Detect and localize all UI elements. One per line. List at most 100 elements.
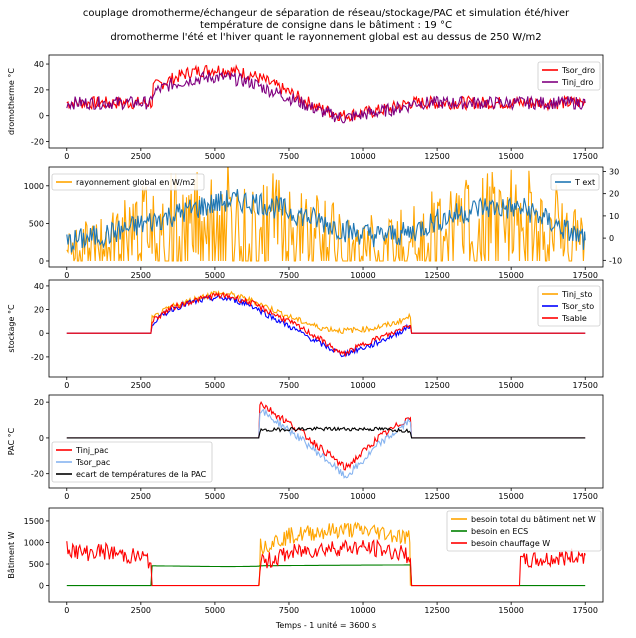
y-axis-label: PAC °C xyxy=(7,427,16,455)
series-line-1-2 xyxy=(66,70,586,124)
axes-frame-4 xyxy=(48,394,604,489)
legend-entry: Tsable xyxy=(561,314,587,323)
series-line-2-2 xyxy=(66,189,586,253)
plot-area-2 xyxy=(66,167,586,262)
series-line-5-1 xyxy=(258,521,411,586)
x-tick-label: 2500 xyxy=(131,271,151,280)
y-tick-label: 1500 xyxy=(24,517,44,526)
legend-entry: besoin en ECS xyxy=(471,527,528,536)
x-tick-label: 15000 xyxy=(498,606,523,615)
series-line-3-1 xyxy=(66,290,586,334)
legend-entry: besoin total du bâtiment net W xyxy=(471,515,596,524)
axes-frame-2 xyxy=(48,166,604,268)
x-tick-label: 15000 xyxy=(498,381,523,390)
x-tick-label: 0 xyxy=(64,606,69,615)
y-tick-label: 0 xyxy=(39,257,44,266)
y-tick-label: 0 xyxy=(39,329,44,338)
y-right-tick-label: -10 xyxy=(609,256,622,265)
plot-area-4 xyxy=(66,400,586,479)
y-axis-label: Bâtiment W xyxy=(7,531,16,578)
x-tick-label: 7500 xyxy=(279,381,299,390)
legend-entry: Tinj_pac xyxy=(75,446,109,455)
panel-4: 0 2500 5000 7500 10000 12500 15000 17500 -20 0 20 P… xyxy=(7,394,604,501)
y-tick-label: 40 xyxy=(34,282,44,291)
legend-box xyxy=(537,285,601,327)
x-tick-label: 15000 xyxy=(498,152,523,161)
series-line-1-1 xyxy=(66,64,586,122)
series-line-3-3 xyxy=(66,292,586,358)
x-tick-label: 0 xyxy=(64,381,69,390)
panel-5: 0 2500 5000 7500 10000 12500 15000 17500 0 500 100… xyxy=(7,507,604,615)
legend-entry: Tinj_sto xyxy=(561,290,592,299)
x-tick-label: 2500 xyxy=(131,152,151,161)
legend-2-left: rayonnement global en W/m2 xyxy=(51,173,205,191)
y-tick-label: -20 xyxy=(31,138,44,147)
x-tick-label: 5000 xyxy=(205,381,225,390)
legend-entry: Tsor_sto xyxy=(561,302,594,311)
x-tick-label: 5000 xyxy=(205,152,225,161)
axes-frame-3 xyxy=(48,279,604,378)
series-line-3-2 xyxy=(66,294,586,358)
x-tick-label: 12500 xyxy=(424,271,449,280)
x-tick-label: 5000 xyxy=(205,271,225,280)
x-tick-label: 10000 xyxy=(350,606,375,615)
legend-entry: Tsor_pac xyxy=(75,458,110,467)
axes-frame-5 xyxy=(48,507,604,603)
legend-entry: Tsor_dro xyxy=(561,66,595,75)
y-tick-label: 500 xyxy=(29,219,44,228)
y-tick-label: 20 xyxy=(34,86,44,95)
legend-entry: ecart de températures de la PAC xyxy=(76,469,207,479)
legend-entry: rayonnement global en W/m2 xyxy=(76,178,195,187)
panel-1: 0 2500 5000 7500 10000 12500 15000 17500 -20 0 20 4… xyxy=(7,54,604,161)
x-tick-label: 5000 xyxy=(205,606,225,615)
x-tick-label: 10000 xyxy=(350,271,375,280)
x-tick-label: 17500 xyxy=(572,606,597,615)
panel-2: 0 2500 5000 7500 10000 12500 15000 175000500100… xyxy=(24,166,622,280)
y-tick-label: 40 xyxy=(34,60,44,69)
x-tick-label: 12500 xyxy=(424,152,449,161)
x-tick-label: 12500 xyxy=(424,381,449,390)
legend-1: Tsor_dro Tinj_dro xyxy=(537,61,601,91)
x-tick-label: 12500 xyxy=(424,492,449,501)
y-tick-label: 500 xyxy=(29,560,44,569)
legend-5: besoin total du bâtiment net W besoin en … xyxy=(446,510,602,552)
x-tick-label: 7500 xyxy=(279,606,299,615)
legend-box xyxy=(550,173,600,191)
x-tick-label: 10000 xyxy=(350,381,375,390)
legend-3: Tinj_sto Tsor_sto Tsable xyxy=(537,285,601,327)
x-tick-label: 7500 xyxy=(279,152,299,161)
y-tick-label: 20 xyxy=(34,398,44,407)
series-line-5-2 xyxy=(66,564,586,587)
x-tick-label: 5000 xyxy=(205,492,225,501)
x-tick-label: 15000 xyxy=(498,492,523,501)
x-tick-label: 12500 xyxy=(424,606,449,615)
y-tick-label: 1000 xyxy=(24,182,44,191)
x-tick-label: 10000 xyxy=(350,492,375,501)
title-line-2: température de consigne dans le bâtiment… xyxy=(200,19,452,31)
y-tick-label: 0 xyxy=(39,112,44,121)
plot-area-1 xyxy=(66,64,586,124)
legend-2-right: T ext xyxy=(550,173,600,191)
axes-frame-1 xyxy=(48,54,604,149)
legend-box xyxy=(537,61,601,91)
x-tick-label: 15000 xyxy=(498,271,523,280)
y-right-tick-label: 10 xyxy=(609,212,619,221)
series-line-2-1 xyxy=(66,167,586,262)
y-axis-label: stockage °C xyxy=(7,304,16,353)
y-tick-label: -20 xyxy=(31,353,44,362)
x-tick-label: 2500 xyxy=(131,492,151,501)
y-tick-label: 0 xyxy=(39,582,44,591)
plot-area-5 xyxy=(66,521,586,587)
panel-3: 0 2500 5000 7500 10000 12500 15000 17500 -20 0 20 4… xyxy=(7,279,604,390)
legend-box xyxy=(51,173,205,191)
y-tick-label: -20 xyxy=(31,470,44,479)
figure-title: couplage dromotherme/échangeur de sépara… xyxy=(83,7,570,43)
x-tick-label: 17500 xyxy=(572,492,597,501)
x-tick-label: 10000 xyxy=(350,152,375,161)
title-line-3: dromotherme l'été et l'hiver quant le ra… xyxy=(110,31,541,43)
x-tick-label: 7500 xyxy=(279,492,299,501)
y-tick-label: 0 xyxy=(39,434,44,443)
x-tick-label: 7500 xyxy=(279,271,299,280)
